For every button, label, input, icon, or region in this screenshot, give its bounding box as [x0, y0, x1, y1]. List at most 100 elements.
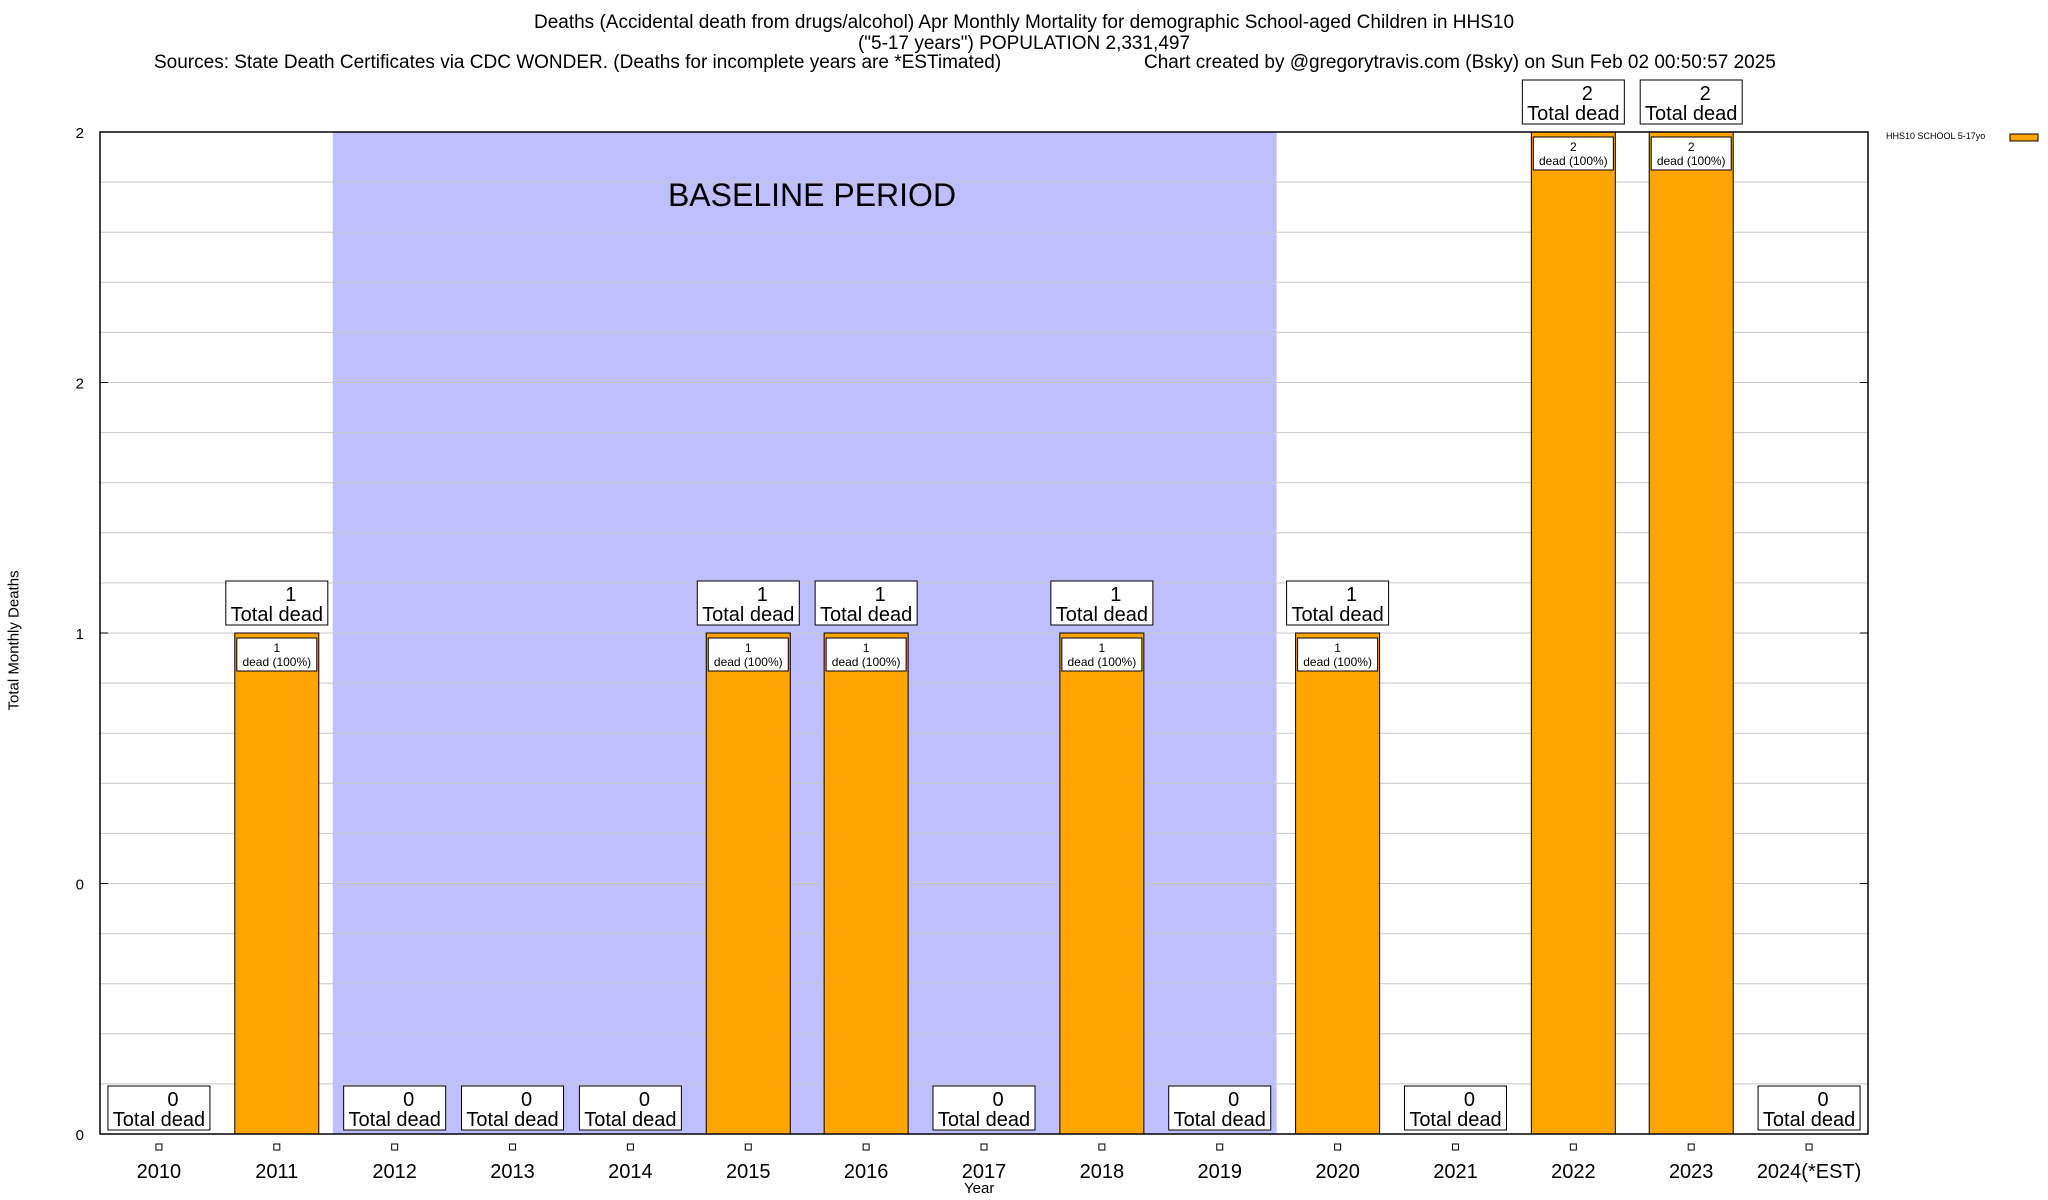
total-label-box [343, 1085, 447, 1131]
total-label-value: 0 [521, 1089, 532, 1111]
legend-swatch [2009, 133, 2039, 142]
inner-label-text: dead (100%) [242, 655, 311, 669]
x-tick-label: 2016 [844, 1161, 889, 1183]
y-tick-label: 0 [76, 1127, 84, 1144]
x-tick-label: 2014 [608, 1161, 653, 1183]
total-label-box [578, 1085, 682, 1131]
baseline-period-label: BASELINE PERIOD [668, 177, 956, 213]
total-label-value: 0 [639, 1089, 650, 1111]
x-axis-label: Year [964, 1180, 995, 1197]
sources-note: Sources: State Death Certificates via CD… [154, 52, 1002, 73]
total-label-text: Total dead [1291, 604, 1383, 626]
total-label-box [696, 580, 800, 626]
bar [1530, 131, 1616, 1135]
x-marker [626, 1143, 634, 1151]
total-label-box [814, 580, 918, 626]
total-label-text: Total dead [584, 1109, 676, 1131]
x-marker [1334, 1143, 1342, 1151]
total-label-value: 1 [875, 584, 886, 606]
total-label-text: Total dead [820, 604, 912, 626]
x-marker [1216, 1143, 1224, 1151]
total-label-box [225, 580, 329, 626]
inner-label-box [1532, 136, 1614, 171]
inner-label-text: dead (100%) [1657, 154, 1726, 168]
x-tick-label: 2023 [1669, 1161, 1714, 1183]
total-label-box [461, 1085, 565, 1131]
total-label-text: Total dead [1174, 1109, 1266, 1131]
x-marker [1098, 1143, 1106, 1151]
x-marker [273, 1143, 281, 1151]
total-label-value: 1 [285, 584, 296, 606]
x-tick-label: 2017 [962, 1161, 1007, 1183]
total-label-text: Total dead [938, 1109, 1030, 1131]
inner-label-text: dead (100%) [1068, 655, 1137, 669]
credit-note: Chart created by @gregorytravis.com (Bsk… [1144, 52, 1776, 73]
total-label-text: Total dead [1763, 1109, 1855, 1131]
total-label-text: Total dead [466, 1109, 558, 1131]
total-label-value: 0 [1464, 1089, 1475, 1111]
total-label-text: Total dead [349, 1109, 441, 1131]
x-tick-label: 2013 [490, 1161, 535, 1183]
bar [1059, 632, 1145, 1135]
x-marker [509, 1143, 517, 1151]
inner-label-value: 1 [745, 641, 752, 655]
bar [1295, 632, 1381, 1135]
x-marker [1805, 1143, 1813, 1151]
bar [823, 632, 909, 1135]
total-label-box [1403, 1085, 1507, 1131]
x-tick-label: 2010 [137, 1161, 182, 1183]
total-label-value: 0 [1228, 1089, 1239, 1111]
inner-label-box [236, 637, 318, 672]
inner-label-value: 1 [273, 641, 280, 655]
total-label-box [1639, 79, 1743, 125]
total-label-box [1050, 580, 1154, 626]
total-label-box [1521, 79, 1625, 125]
total-label-text: Total dead [1527, 103, 1619, 125]
total-label-box [1757, 1085, 1861, 1131]
total-label-text: Total dead [702, 604, 794, 626]
total-label-value: 1 [1346, 584, 1357, 606]
x-tick-label: 2011 [255, 1161, 298, 1183]
y-tick-label: 1 [76, 626, 84, 643]
total-label-box [932, 1085, 1036, 1131]
total-label-box [1286, 580, 1390, 626]
total-label-text: Total dead [1056, 604, 1148, 626]
inner-label-text: dead (100%) [1539, 154, 1608, 168]
inner-label-text: dead (100%) [1303, 655, 1372, 669]
inner-label-box [825, 637, 907, 672]
x-marker [980, 1143, 988, 1151]
inner-label-value: 1 [1099, 641, 1106, 655]
total-label-box [107, 1085, 211, 1131]
inner-label-box [1650, 136, 1732, 171]
total-label-text: Total dead [1409, 1109, 1501, 1131]
inner-label-box [707, 637, 789, 672]
x-tick-label: 2015 [726, 1161, 771, 1183]
total-label-text: Total dead [113, 1109, 205, 1131]
x-marker [155, 1143, 163, 1151]
chart-title: Deaths (Accidental death from drugs/alco… [533, 12, 1515, 33]
total-label-value: 1 [757, 584, 768, 606]
bar [1648, 131, 1734, 1135]
inner-label-value: 1 [863, 641, 870, 655]
inner-label-text: dead (100%) [832, 655, 901, 669]
x-marker [862, 1143, 870, 1151]
total-label-value: 2 [1582, 83, 1593, 105]
bar [234, 632, 320, 1135]
total-label-value: 0 [167, 1089, 178, 1111]
inner-label-value: 2 [1688, 140, 1695, 154]
x-tick-label: 2012 [372, 1161, 417, 1183]
total-label-text: Total dead [231, 604, 323, 626]
bar [705, 632, 791, 1135]
chart-subtitle: ("5-17 years") POPULATION 2,331,497 [857, 33, 1191, 54]
x-tick-label: 2021 [1433, 1161, 1478, 1183]
x-tick-label: 2019 [1197, 1161, 1242, 1183]
legend-label: HHS10 SCHOOL 5-17yo [1886, 131, 1986, 141]
total-label-value: 1 [1110, 584, 1121, 606]
total-label-text: Total dead [1645, 103, 1737, 125]
inner-label-box [1297, 637, 1379, 672]
total-label-value: 0 [403, 1089, 414, 1111]
x-marker [1687, 1143, 1695, 1151]
x-marker [1569, 1143, 1577, 1151]
x-marker [1451, 1143, 1459, 1151]
